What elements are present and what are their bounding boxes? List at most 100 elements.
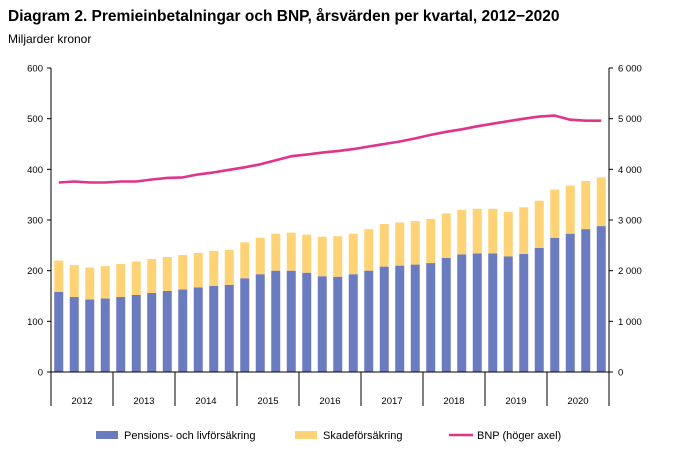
- chart-subtitle: Miljarder kronor: [8, 32, 92, 46]
- y-tick-label-right: 2 000: [618, 266, 642, 277]
- bar-skade: [488, 208, 498, 254]
- y-tick-label-right: 4 000: [618, 165, 642, 176]
- bar-skade: [131, 261, 141, 295]
- bar-pension: [565, 233, 575, 372]
- bar-skade: [317, 236, 327, 277]
- y-tick-label-left: 100: [27, 317, 43, 328]
- bar-pension: [85, 299, 95, 372]
- bar-pension: [519, 253, 529, 372]
- y-tick-label-right: 0: [618, 368, 623, 379]
- bar-pension: [503, 256, 513, 372]
- bar-pension: [69, 297, 79, 372]
- bar-skade: [271, 233, 281, 271]
- bar-skade: [333, 236, 343, 277]
- y-tick-label-right: 3 000: [618, 216, 642, 227]
- bar-skade: [255, 237, 265, 275]
- bar-pension: [333, 276, 343, 372]
- bar-pension: [395, 265, 405, 372]
- bar-skade: [193, 252, 203, 288]
- y-tick-label-left: 200: [27, 266, 43, 277]
- y-tick-label-right: 5 000: [618, 114, 642, 125]
- bar-pension: [596, 226, 606, 372]
- bars-layer: [54, 177, 606, 372]
- bar-skade: [147, 259, 157, 293]
- y-tick-label-left: 0: [38, 368, 43, 379]
- series-line-bnp: [58, 114, 602, 184]
- bar-pension: [271, 270, 281, 372]
- bar-skade: [410, 221, 420, 265]
- bar-skade: [457, 209, 467, 255]
- bar-pension: [54, 291, 64, 372]
- bar-pension: [379, 266, 389, 372]
- bar-skade: [116, 264, 126, 298]
- x-tick-label: 2016: [319, 396, 340, 407]
- bar-skade: [286, 232, 296, 271]
- bar-pension: [131, 294, 141, 372]
- bar-skade: [441, 213, 451, 258]
- x-tick-label: 2017: [381, 396, 402, 407]
- bar-pension: [286, 270, 296, 372]
- bar-pension: [457, 254, 467, 372]
- x-tick-label: 2019: [505, 396, 526, 407]
- bar-pension: [162, 290, 172, 372]
- bar-pension: [317, 276, 327, 372]
- bar-pension: [240, 278, 250, 372]
- bar-skade: [85, 267, 95, 300]
- bar-pension: [302, 272, 312, 372]
- bar-skade: [581, 180, 591, 230]
- bar-skade: [472, 208, 482, 254]
- legend-label: Skadeförsäkring: [323, 430, 403, 442]
- bar-pension: [488, 253, 498, 372]
- bar-skade: [162, 256, 172, 291]
- axes-layer: 0 100 200 300 400 500 600 0 1 000 2 000 3 000 4 000…: [27, 64, 642, 408]
- bar-pension: [472, 253, 482, 372]
- bar-skade: [426, 218, 436, 264]
- bar-pension: [100, 298, 110, 372]
- bar-pension: [224, 284, 234, 372]
- x-tick-label: 2015: [257, 396, 278, 407]
- y-tick-label-right: 6 000: [618, 64, 642, 75]
- bar-pension: [441, 258, 451, 372]
- bar-skade: [364, 229, 374, 271]
- y-tick-label-right: 1 000: [618, 317, 642, 328]
- bar-pension: [581, 229, 591, 372]
- x-tick-label: 2013: [133, 396, 154, 407]
- x-tick-label: 2020: [567, 396, 588, 407]
- x-tick-label: 2012: [71, 396, 92, 407]
- bar-pension: [364, 270, 374, 372]
- bar-skade: [503, 211, 513, 257]
- line-layer: [58, 114, 602, 184]
- bar-skade: [69, 265, 79, 298]
- legend-swatch: [295, 431, 317, 439]
- bar-skade: [100, 266, 110, 299]
- bar-pension: [147, 292, 157, 372]
- bar-skade: [550, 189, 560, 238]
- bar-skade: [565, 185, 575, 234]
- y-tick-label-left: 500: [27, 114, 43, 125]
- y-tick-label-left: 400: [27, 165, 43, 176]
- bar-skade: [240, 242, 250, 279]
- bar-skade: [209, 250, 219, 286]
- x-tick-label: 2014: [195, 396, 216, 407]
- bar-pension: [348, 274, 358, 372]
- bar-skade: [596, 177, 606, 227]
- y-tick-label-left: 300: [27, 216, 43, 227]
- x-tick-label: 2018: [443, 396, 464, 407]
- bar-skade: [348, 233, 358, 275]
- legend: Pensions- och livförsäkring Skadeförsäkri…: [96, 430, 561, 442]
- chart-title: Diagram 2. Premieinbetalningar och BNP, …: [8, 8, 560, 25]
- legend-label: Pensions- och livförsäkring: [124, 430, 255, 442]
- bar-skade: [54, 260, 64, 292]
- bar-pension: [255, 274, 265, 372]
- bar-skade: [178, 254, 188, 290]
- bar-pension: [410, 264, 420, 372]
- y-tick-label-left: 600: [27, 64, 43, 75]
- bar-skade: [224, 249, 234, 285]
- bar-pension: [534, 247, 544, 372]
- bar-skade: [395, 222, 405, 266]
- bar-skade: [519, 207, 529, 254]
- bar-pension: [178, 289, 188, 372]
- legend-swatch: [96, 431, 118, 439]
- bar-pension: [116, 297, 126, 372]
